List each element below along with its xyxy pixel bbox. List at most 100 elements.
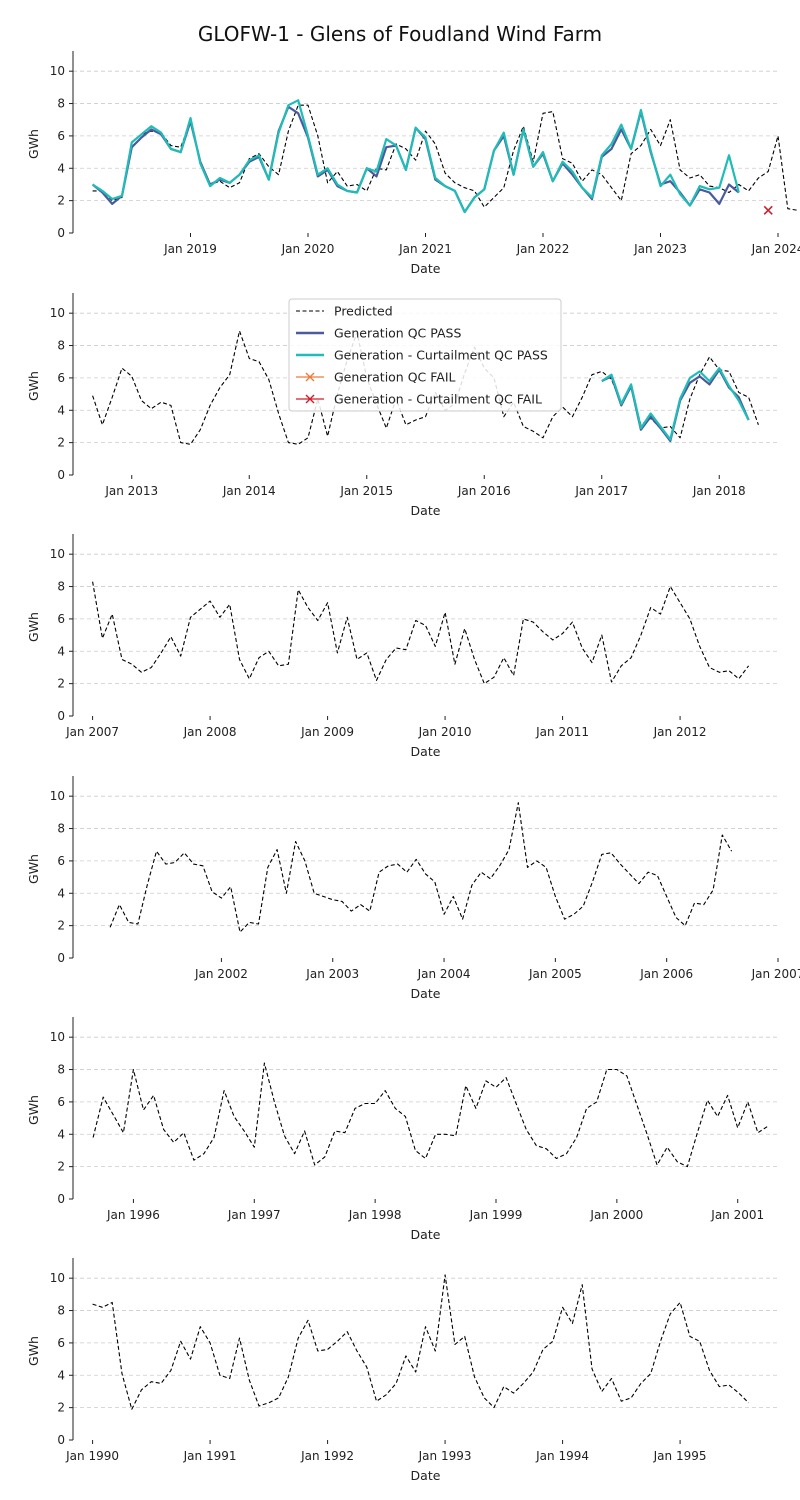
legend-entry-label: Generation - Curtailment QC PASS — [334, 348, 548, 363]
x-tick-label: Jan 2001 — [710, 1208, 764, 1222]
series-line-predicted — [92, 1062, 769, 1168]
y-tick-label: 4 — [57, 403, 65, 417]
y-tick-label: 10 — [50, 789, 65, 803]
legend-entry-label: Predicted — [334, 304, 393, 319]
y-tick-label: 8 — [57, 339, 65, 353]
y-tick-label: 0 — [57, 1433, 65, 1447]
x-tick-label: Jan 2024 — [751, 242, 800, 256]
x-tick-label: Jan 2003 — [305, 967, 359, 981]
y-tick-label: 0 — [57, 468, 65, 482]
x-axis-label: Date — [411, 1227, 441, 1242]
y-tick-label: 6 — [57, 1095, 65, 1109]
x-axis-label: Date — [411, 503, 441, 518]
x-axis-label: Date — [411, 744, 441, 759]
chart-panel-1: 0 2 4 6 8 10 Jan 2019 Jan 2020 Jan 2021 Jan 2022 J… — [26, 51, 800, 276]
y-tick-label: 8 — [57, 822, 65, 836]
y-tick-label: 8 — [57, 580, 65, 594]
x-tick-label: Jan 1990 — [65, 1449, 119, 1463]
y-tick-label: 8 — [57, 1304, 65, 1318]
x-tick-label: Jan 2019 — [163, 242, 217, 256]
chart-panel-5: 0 2 4 6 8 10 Jan 1996 Jan 1997 Jan 1998 Jan 1999 J… — [26, 1017, 778, 1242]
x-tick-label: Jan 2009 — [300, 725, 354, 739]
series-line-generation-curtailment-qc-pass — [91, 99, 740, 214]
y-axis-label: GWh — [26, 1095, 41, 1125]
y-tick-label: 6 — [57, 1336, 65, 1350]
series-line-predicted — [109, 802, 733, 933]
y-tick-label: 2 — [57, 194, 65, 208]
chart-panel-6: 0 2 4 6 8 10 Jan 1990 Jan 1991 Jan 1992 Jan 1993 J… — [26, 1258, 778, 1483]
x-tick-label: Jan 2018 — [692, 484, 746, 498]
x-tick-label: Jan 2011 — [535, 725, 589, 739]
x-axis-label: Date — [411, 261, 441, 276]
legend-entry-label: Generation QC FAIL — [334, 370, 456, 385]
x-tick-label: Jan 2016 — [457, 484, 511, 498]
y-tick-label: 0 — [57, 226, 65, 240]
x-tick-label: Jan 2005 — [528, 967, 582, 981]
y-tick-label: 4 — [57, 644, 65, 658]
x-tick-label: Jan 1995 — [653, 1449, 707, 1463]
x-tick-label: Jan 2000 — [589, 1208, 643, 1222]
x-tick-label: Jan 2012 — [653, 725, 707, 739]
y-tick-label: 10 — [50, 1271, 65, 1285]
y-tick-label: 6 — [57, 612, 65, 626]
x-tick-label: Jan 1999 — [469, 1208, 523, 1222]
x-axis-label: Date — [411, 986, 441, 1001]
x-tick-label: Jan 1994 — [535, 1449, 589, 1463]
y-tick-label: 6 — [57, 854, 65, 868]
x-tick-label: Jan 2013 — [104, 484, 158, 498]
x-tick-label: Jan 2014 — [222, 484, 276, 498]
y-tick-label: 6 — [57, 371, 65, 385]
y-axis-label: GWh — [26, 612, 41, 642]
x-tick-label: Jan 2015 — [339, 484, 393, 498]
legend-entry-label: Generation QC PASS — [334, 326, 461, 341]
series-line-generation-curtailment-qc-pass — [601, 367, 750, 441]
x-tick-label: Jan 1992 — [300, 1449, 354, 1463]
x-axis-label: Date — [411, 1468, 441, 1483]
x-tick-label: Jan 2017 — [574, 484, 628, 498]
legend-entry-label: Generation - Curtailment QC FAIL — [334, 392, 542, 407]
y-tick-label: 4 — [57, 886, 65, 900]
y-tick-label: 8 — [57, 97, 65, 111]
y-tick-label: 2 — [57, 1401, 65, 1415]
x-tick-label: Jan 1997 — [227, 1208, 281, 1222]
y-tick-label: 2 — [57, 436, 65, 450]
legend-x-marker — [305, 372, 315, 382]
x-tick-label: Jan 1991 — [183, 1449, 237, 1463]
x-tick-label: Jan 2020 — [281, 242, 335, 256]
series-line-predicted — [92, 581, 750, 685]
x-tick-label: Jan 2021 — [398, 242, 452, 256]
series-line-predicted — [92, 330, 759, 445]
x-tick-label: Jan 2007 — [751, 967, 800, 981]
y-tick-label: 2 — [57, 677, 65, 691]
y-tick-label: 0 — [57, 1192, 65, 1206]
x-tick-label: Jan 2004 — [417, 967, 471, 981]
y-tick-label: 8 — [57, 1063, 65, 1077]
y-axis-label: GWh — [26, 129, 41, 159]
chart-panel-3: 0 2 4 6 8 10 Jan 2007 Jan 2008 Jan 2009 Jan 2010 J… — [26, 534, 778, 759]
chart-panel-2: 0 2 4 6 8 10 Jan 2013 Jan 2014 Jan 2015 Jan 2016 J… — [26, 293, 778, 518]
legend-x-marker — [305, 394, 315, 404]
x-tick-label: Jan 1998 — [348, 1208, 402, 1222]
y-tick-label: 10 — [50, 64, 65, 78]
y-tick-label: 4 — [57, 161, 65, 175]
x-tick-label: Jan 2002 — [194, 967, 248, 981]
legend: Predicted Generation QC PASS Generation - … — [288, 298, 562, 412]
y-tick-label: 10 — [50, 1030, 65, 1044]
y-tick-label: 4 — [57, 1127, 65, 1141]
y-tick-label: 0 — [57, 951, 65, 965]
x-tick-label: Jan 2023 — [633, 242, 687, 256]
chart-panel-4: 0 2 4 6 8 10 Jan 2002 Jan 2003 Jan 2004 Jan 2005 J… — [26, 776, 800, 1001]
y-tick-label: 0 — [57, 709, 65, 723]
series-line-predicted — [92, 1274, 749, 1410]
x-tick-label: Jan 2008 — [183, 725, 237, 739]
chart-title: GLOFW-1 - Glens of Foudland Wind Farm — [197, 22, 603, 46]
y-axis-label: GWh — [26, 371, 41, 401]
y-tick-label: 6 — [57, 129, 65, 143]
x-tick-label: Jan 1993 — [418, 1449, 472, 1463]
x-tick-label: Jan 1996 — [106, 1208, 160, 1222]
fail-marker-generation-curtailment-qc-fail — [763, 205, 773, 215]
x-tick-label: Jan 2010 — [418, 725, 472, 739]
x-tick-label: Jan 2006 — [639, 967, 693, 981]
x-tick-label: Jan 2022 — [516, 242, 570, 256]
